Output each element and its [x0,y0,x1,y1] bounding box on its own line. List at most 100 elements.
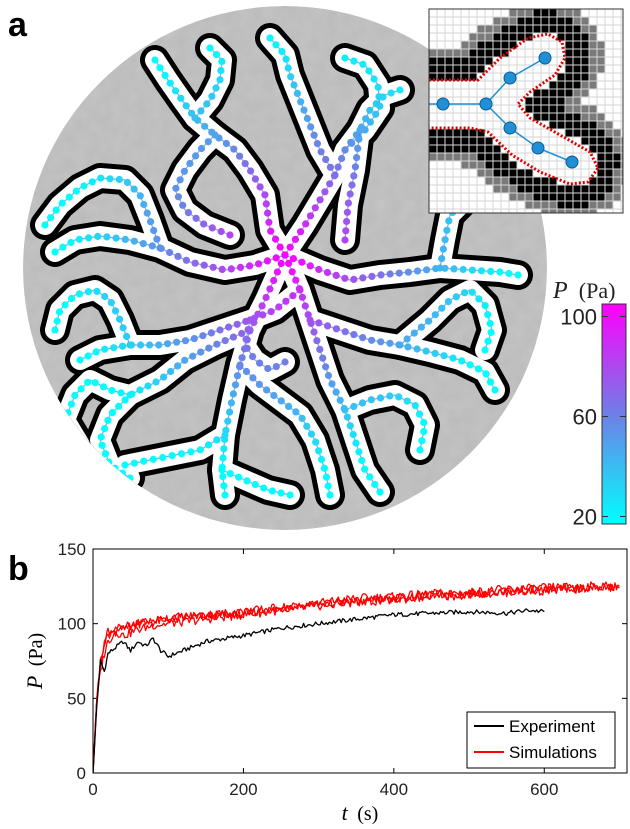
pressure-node [84,352,92,360]
inset-pixel [517,177,525,185]
pressure-node [265,218,273,226]
inset-pixel [485,57,493,65]
colorbar-tick-label: 100 [560,305,597,330]
pressure-node [176,176,184,184]
pressure-node [450,265,458,273]
pressure-node [41,221,49,229]
pressure-node [270,391,278,400]
pressure-node [291,235,299,243]
inset-grid-lines [429,9,623,213]
inset-pixel [597,57,605,65]
pressure-node [220,482,228,490]
inset-pixel [453,65,461,73]
inset-pixel [501,17,509,25]
inset-link [485,103,573,163]
pressure-node [259,311,267,319]
inset-pixel [461,161,469,169]
pressure-node [101,345,109,353]
pressure-node [350,275,358,283]
pressure-node [431,311,439,319]
pressure-node [271,235,280,243]
pressure-node [346,190,354,198]
pressure-node [403,397,411,405]
pressure-node [156,64,164,72]
inset-pixel [477,57,485,65]
inset-pixel [549,185,557,193]
inset-pixel [461,49,469,57]
pressure-node [97,174,105,182]
inset-pixel [429,57,437,65]
pressure-node [298,258,306,266]
pressure-node [121,235,129,243]
inset-pixel [437,145,445,153]
pressure-node [310,328,318,336]
pressure-node [338,154,346,163]
pressure-node [341,236,349,244]
inset-zoom [428,8,624,214]
pressure-node [243,477,251,485]
pressure-node [100,383,108,391]
pressure-node [227,399,235,407]
inset-pixel [589,105,597,113]
pressure-node [301,302,309,310]
pressure-node [177,450,186,458]
inset-pixel [437,73,445,81]
pressure-node [126,391,134,399]
pressure-node [68,294,76,302]
inset-pixel [581,113,589,121]
inset-pixel [557,73,565,81]
pressure-node [80,182,88,190]
pressure-node [468,266,476,274]
pressure-node [306,262,314,270]
pressure-node [251,480,259,489]
inset-pixel [533,177,541,185]
pressure-node [336,396,344,404]
colorbar-label-var: P [552,278,568,304]
pressure-node [67,400,75,408]
pressure-node [267,308,275,316]
inset-pixel [541,209,549,213]
pressure-node [445,217,453,225]
pressure-node [174,193,182,201]
pressure-node [261,191,269,199]
pressure-node [461,289,469,297]
pressure-node [321,188,329,196]
pressure-node [123,332,131,340]
inset-pixel [597,65,605,73]
pressure-node [119,342,127,350]
y-tick-label: 50 [67,689,86,708]
pressure-node [152,378,160,386]
inset-pixel [565,73,573,81]
pressure-node [140,457,148,465]
inset-pixel [429,73,437,81]
pressure-node [341,406,349,414]
pressure-node [287,73,295,81]
pressure-node [292,408,300,416]
pressure-node [353,154,361,162]
pressure-node [231,381,240,389]
pressure-node [62,417,70,425]
pressure-node [278,47,286,56]
inset-pixel [573,113,581,121]
colorbar-ticks: 100 60 20 [560,305,626,530]
inset-pixel [621,177,623,185]
pressure-node [486,378,495,386]
inset-pixel [597,137,605,145]
inset-pixel [477,161,485,169]
pressure-node [147,218,155,226]
inset-pixel [613,177,621,185]
pressure-node [262,293,270,302]
pressure-node [285,259,293,267]
inset-pixel [573,33,581,41]
inset-pixel [493,161,501,169]
inset-pixel [597,169,605,177]
pressure-node [326,180,334,188]
inset-pixel [533,105,541,113]
inset-pixel [429,145,437,153]
inset-pixel [605,193,613,201]
pressure-node [290,81,298,89]
inset-pixel [485,41,493,49]
inset-pixel [581,73,589,81]
pressure-node [277,489,285,497]
pressure-node [84,288,92,296]
